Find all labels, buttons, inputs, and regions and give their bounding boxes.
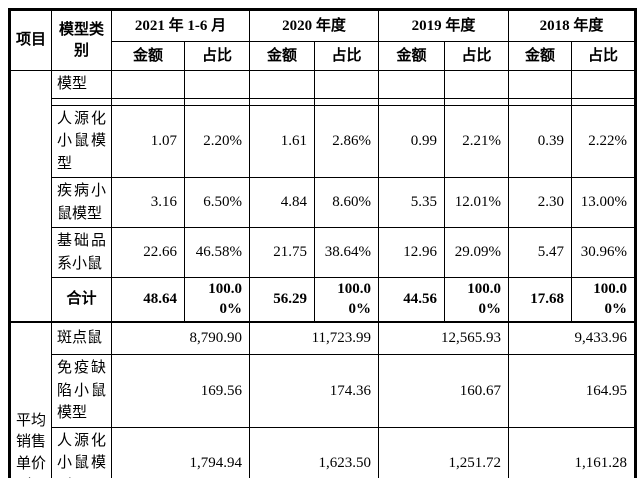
cell-ratio: 2.22% bbox=[571, 104, 637, 178]
gap-cell bbox=[378, 97, 446, 106]
cell-amount: 17.68 bbox=[508, 277, 573, 322]
cell-ratio bbox=[184, 70, 250, 99]
cell-amount bbox=[508, 70, 573, 99]
cell-ratio: 46.58% bbox=[184, 227, 250, 278]
cell-price: 174.36 bbox=[248, 354, 380, 428]
cell-ratio: 2.20% bbox=[184, 104, 250, 178]
gap-cell bbox=[111, 97, 185, 106]
row-label: 人源化小鼠模型 bbox=[51, 104, 112, 178]
cell-amount: 21.75 bbox=[249, 227, 315, 278]
header-year-2020: 2020 年度 bbox=[248, 9, 380, 42]
cell-amount: 0.39 bbox=[508, 104, 573, 178]
header-amount: 金额 bbox=[111, 41, 185, 71]
gap-cell bbox=[184, 97, 250, 106]
header-row-years: 项目 模型类别 2021 年 1-6 月 2020 年度 2019 年度 201… bbox=[9, 9, 637, 71]
cell-price: 12,565.93 bbox=[378, 320, 510, 355]
table-row-model: 模型 bbox=[9, 70, 637, 322]
cell-ratio: 2.21% bbox=[444, 104, 510, 178]
header-ratio: 占比 bbox=[184, 41, 250, 71]
header-row-measures: 金额 占比 金额 占比 金额 占比 金额 占比 bbox=[10, 41, 637, 71]
cell-ratio: 100.00% bbox=[444, 277, 510, 322]
header-amount: 金额 bbox=[508, 41, 573, 71]
header-year-2019: 2019 年度 bbox=[378, 9, 510, 42]
cell-amount: 5.35 bbox=[378, 177, 446, 228]
cell-price: 11,723.99 bbox=[248, 320, 380, 355]
cell-amount: 2.30 bbox=[508, 177, 573, 228]
cell-amount: 0.99 bbox=[378, 104, 446, 178]
row-label: 基础品系小鼠 bbox=[51, 227, 112, 278]
table-row-immunodeficient-mouse: 免疫缺陷小鼠模型 169.56 174.36 160.67 164.95 bbox=[10, 354, 637, 428]
table-row-spot-mouse: 平均 销售 单价 （元 ／ 只） 斑点鼠 8,790.90 11,723.99 … bbox=[9, 320, 637, 478]
gap-cell bbox=[444, 97, 510, 106]
row-label: 免疫缺陷小鼠模型 bbox=[51, 354, 112, 428]
cell-ratio bbox=[444, 70, 510, 99]
cell-ratio: 2.86% bbox=[313, 104, 380, 178]
cell-amount: 5.47 bbox=[508, 227, 573, 278]
total-label: 合计 bbox=[51, 277, 112, 322]
row-label: 模型 bbox=[51, 70, 112, 99]
gap-cell bbox=[508, 97, 573, 106]
header-year-2021: 2021 年 1-6 月 bbox=[111, 9, 250, 42]
table-row-humanized-mouse-price: 人源化小鼠模型 1,794.94 1,623.50 1,251.72 1,161… bbox=[10, 426, 637, 478]
cell-ratio: 13.00% bbox=[571, 177, 637, 228]
cell-ratio: 100.00% bbox=[184, 277, 250, 322]
cell-amount: 44.56 bbox=[378, 277, 446, 322]
cell-amount: 48.64 bbox=[111, 277, 185, 322]
cell-price: 1,251.72 bbox=[378, 426, 510, 478]
cell-ratio: 8.60% bbox=[313, 177, 380, 228]
header-amount: 金额 bbox=[249, 41, 315, 71]
header-model-category: 模型类别 bbox=[51, 9, 112, 71]
gap-cell bbox=[313, 97, 380, 106]
header-year-2018: 2018 年度 bbox=[508, 9, 637, 42]
page: 项目 模型类别 2021 年 1-6 月 2020 年度 2019 年度 201… bbox=[0, 8, 640, 478]
cell-ratio: 38.64% bbox=[313, 227, 380, 278]
cell-amount: 56.29 bbox=[249, 277, 315, 322]
cell-price: 1,623.50 bbox=[248, 426, 380, 478]
header-item: 项目 bbox=[9, 9, 52, 71]
cell-price: 1,161.28 bbox=[508, 426, 637, 478]
table-row-section1-total: 合计 48.64 100.00% 56.29 100.00% 44.56 100… bbox=[10, 277, 637, 322]
cell-ratio: 6.50% bbox=[184, 177, 250, 228]
row-label: 疾病小鼠模型 bbox=[51, 177, 112, 228]
gap-cell bbox=[249, 97, 315, 106]
cell-amount: 4.84 bbox=[249, 177, 315, 228]
cell-price: 164.95 bbox=[508, 354, 637, 428]
table-row-basic-strain-mouse: 基础品系小鼠 22.66 46.58% 21.75 38.64% 12.96 2… bbox=[10, 227, 637, 278]
sales-price-table: 项目 模型类别 2021 年 1-6 月 2020 年度 2019 年度 201… bbox=[8, 8, 638, 478]
row-label: 人源化小鼠模型 bbox=[51, 426, 112, 478]
gap-cell bbox=[51, 97, 112, 106]
cell-amount: 1.07 bbox=[111, 104, 185, 178]
cell-amount: 3.16 bbox=[111, 177, 185, 228]
page-break-gap-row bbox=[10, 97, 637, 106]
cell-ratio: 30.96% bbox=[571, 227, 637, 278]
header-ratio: 占比 bbox=[571, 41, 637, 71]
cell-price: 8,790.90 bbox=[111, 320, 250, 355]
cell-amount bbox=[111, 70, 185, 99]
cell-price: 9,433.96 bbox=[508, 320, 637, 355]
cell-price: 1,794.94 bbox=[111, 426, 250, 478]
header-amount: 金额 bbox=[378, 41, 446, 71]
table-row-humanized-mouse: 人源化小鼠模型 1.07 2.20% 1.61 2.86% 0.99 2.21%… bbox=[10, 104, 637, 178]
cell-amount: 1.61 bbox=[249, 104, 315, 178]
cell-ratio bbox=[313, 70, 380, 99]
cell-price: 169.56 bbox=[111, 354, 250, 428]
cell-ratio bbox=[571, 70, 637, 99]
cell-amount bbox=[378, 70, 446, 99]
cell-amount bbox=[249, 70, 315, 99]
header-ratio: 占比 bbox=[444, 41, 510, 71]
section1-item-cell bbox=[9, 70, 52, 322]
cell-ratio: 12.01% bbox=[444, 177, 510, 228]
table-row-disease-mouse: 疾病小鼠模型 3.16 6.50% 4.84 8.60% 5.35 12.01%… bbox=[10, 177, 637, 228]
gap-cell bbox=[571, 97, 637, 106]
row-label: 斑点鼠 bbox=[51, 320, 112, 355]
cell-price: 160.67 bbox=[378, 354, 510, 428]
cell-amount: 12.96 bbox=[378, 227, 446, 278]
cell-ratio: 29.09% bbox=[444, 227, 510, 278]
cell-ratio: 100.00% bbox=[571, 277, 637, 322]
cell-ratio: 100.00% bbox=[313, 277, 380, 322]
section2-item-cell: 平均 销售 单价 （元 ／ 只） bbox=[9, 320, 52, 478]
header-ratio: 占比 bbox=[313, 41, 380, 71]
cell-amount: 22.66 bbox=[111, 227, 185, 278]
